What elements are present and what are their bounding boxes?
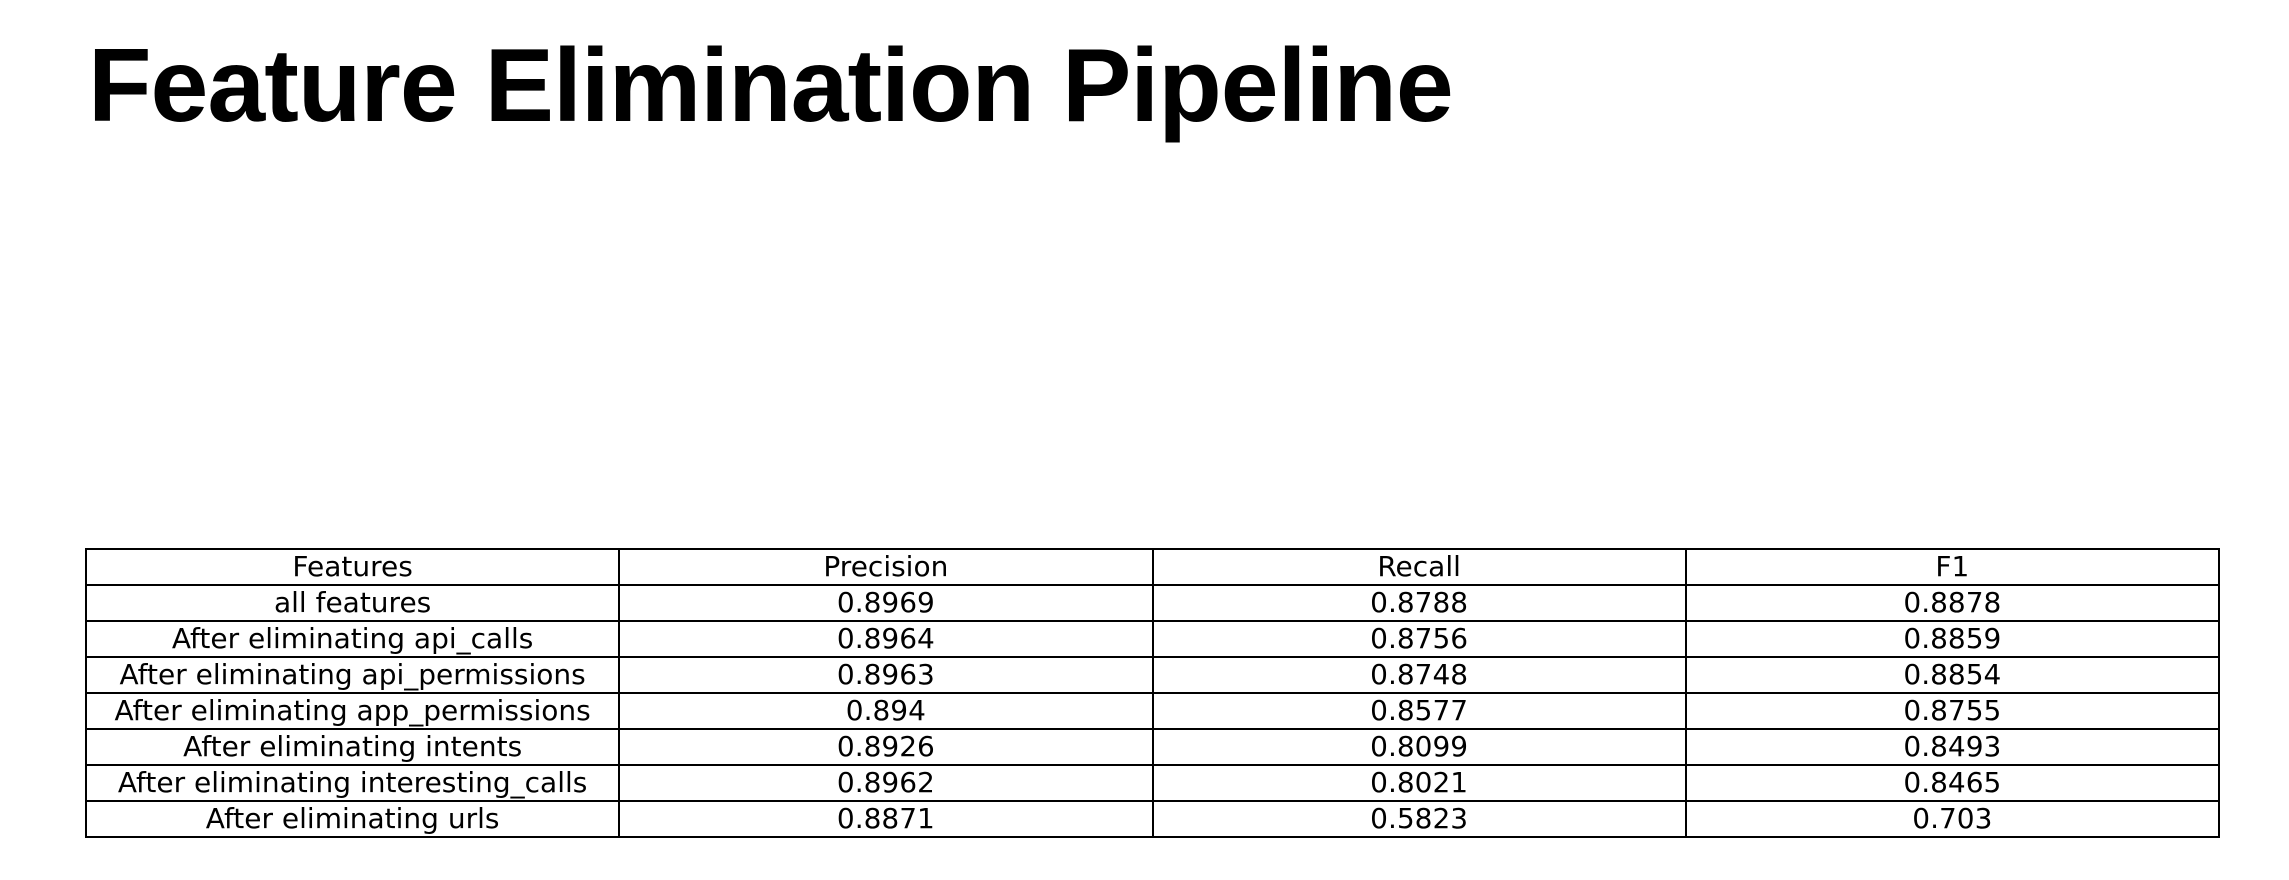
- recall-cell: 0.8756: [1151, 620, 1687, 658]
- feature-cell: After eliminating api_permissions: [84, 656, 621, 694]
- feature-cell: After eliminating urls: [84, 800, 621, 838]
- table-row: all features 0.8969 0.8788 0.8878: [84, 584, 2221, 622]
- recall-cell: 0.8577: [1151, 692, 1687, 730]
- precision-cell: 0.8962: [618, 764, 1154, 802]
- feature-cell: After eliminating interesting_calls: [84, 764, 621, 802]
- feature-cell: After eliminating intents: [84, 728, 621, 766]
- recall-cell: 0.8021: [1151, 764, 1687, 802]
- precision-cell: 0.894: [618, 692, 1154, 730]
- f1-cell: 0.8878: [1684, 584, 2221, 622]
- feature-cell: After eliminating api_calls: [84, 620, 621, 658]
- f1-cell: 0.8755: [1684, 692, 2221, 730]
- f1-cell: 0.8465: [1684, 764, 2221, 802]
- f1-cell: 0.8859: [1684, 620, 2221, 658]
- page-title: Feature Elimination Pipeline: [88, 28, 1454, 144]
- feature-cell: all features: [84, 584, 621, 622]
- table-row: After eliminating api_permissions 0.8963…: [84, 656, 2221, 694]
- f1-cell: 0.8493: [1684, 728, 2221, 766]
- results-table: Features Precision Recall F1 all feature…: [84, 548, 2221, 838]
- column-header-recall: Recall: [1151, 548, 1687, 586]
- f1-cell: 0.8854: [1684, 656, 2221, 694]
- table-row: After eliminating interesting_calls 0.89…: [84, 764, 2221, 802]
- precision-cell: 0.8969: [618, 584, 1154, 622]
- table-row: After eliminating api_calls 0.8964 0.875…: [84, 620, 2221, 658]
- recall-cell: 0.8788: [1151, 584, 1687, 622]
- column-header-features: Features: [84, 548, 621, 586]
- precision-cell: 0.8926: [618, 728, 1154, 766]
- precision-cell: 0.8963: [618, 656, 1154, 694]
- column-header-f1: F1: [1684, 548, 2221, 586]
- table-row: After eliminating urls 0.8871 0.5823 0.7…: [84, 800, 2221, 838]
- recall-cell: 0.8099: [1151, 728, 1687, 766]
- column-header-precision: Precision: [618, 548, 1154, 586]
- table-row: After eliminating intents 0.8926 0.8099 …: [84, 728, 2221, 766]
- precision-cell: 0.8964: [618, 620, 1154, 658]
- table-header-row: Features Precision Recall F1: [84, 548, 2221, 586]
- recall-cell: 0.5823: [1151, 800, 1687, 838]
- table-row: After eliminating app_permissions 0.894 …: [84, 692, 2221, 730]
- recall-cell: 0.8748: [1151, 656, 1687, 694]
- precision-cell: 0.8871: [618, 800, 1154, 838]
- feature-cell: After eliminating app_permissions: [84, 692, 621, 730]
- f1-cell: 0.703: [1684, 800, 2221, 838]
